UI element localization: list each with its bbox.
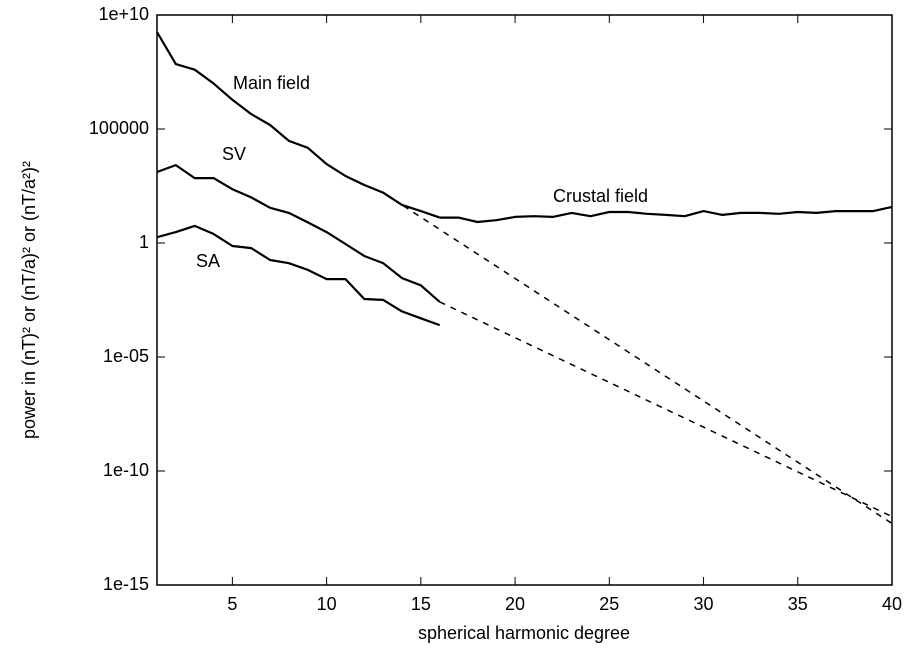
y-tick-label: 1e-10 (103, 460, 149, 480)
x-tick-label: 35 (788, 594, 808, 614)
y-tick-label: 100000 (89, 118, 149, 138)
series-label: Crustal field (553, 186, 648, 206)
plot-frame (156, 14, 893, 586)
series-line (439, 301, 893, 518)
x-tick-label: 5 (227, 594, 237, 614)
series-line (439, 205, 893, 224)
series-line (382, 192, 893, 525)
x-tick-label: 30 (694, 594, 714, 614)
y-tick-label: 1e-15 (103, 574, 149, 594)
y-tick-label: 1e-05 (103, 346, 149, 366)
series-label: Main field (233, 73, 310, 93)
series-line (156, 164, 441, 303)
x-tick-label: 40 (882, 594, 902, 614)
x-tick-label: 15 (411, 594, 431, 614)
x-axis-label: spherical harmonic degree (418, 623, 630, 643)
y-tick-label: 1e+10 (98, 4, 149, 24)
series-label: SV (222, 144, 246, 164)
y-axis-label: power in (nT)² or (nT/a)² or (nT/a²)² (19, 161, 39, 439)
x-tick-label: 20 (505, 594, 525, 614)
y-tick-label: 1 (139, 232, 149, 252)
series-label: SA (196, 251, 220, 271)
series-line (156, 31, 441, 219)
series-line (156, 224, 441, 327)
x-tick-label: 10 (317, 594, 337, 614)
x-tick-label: 25 (599, 594, 619, 614)
